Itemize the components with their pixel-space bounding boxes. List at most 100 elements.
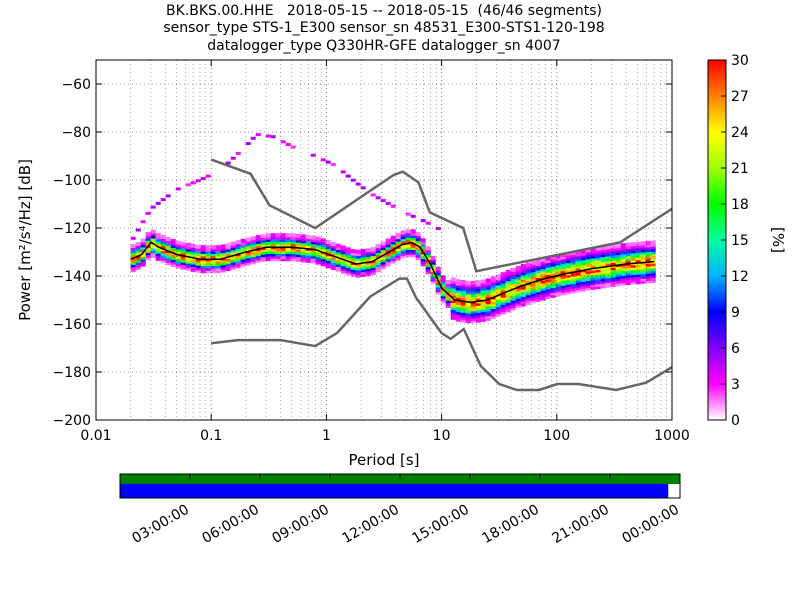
heatmap-cell xyxy=(465,309,471,314)
heatmap-cell xyxy=(540,289,546,294)
heatmap-cell xyxy=(565,266,571,271)
colorbar-tick-label: 24 xyxy=(731,125,749,141)
heatmap-cell xyxy=(450,299,456,303)
heatmap-cell xyxy=(630,266,636,271)
heatmap-cell xyxy=(225,243,231,247)
heatmap-cell xyxy=(475,318,481,323)
heatmap-cell xyxy=(260,233,266,238)
heatmap-cell xyxy=(395,240,401,244)
heatmap-cell xyxy=(445,287,451,292)
heatmap-cell xyxy=(520,276,526,281)
heatmap-cell xyxy=(590,281,596,285)
heatmap-cell xyxy=(595,280,601,285)
heatmap-cell xyxy=(150,244,156,249)
heatmap-cell xyxy=(450,306,456,311)
heatmap-cell xyxy=(545,273,551,278)
heatmap-cell xyxy=(420,247,426,252)
outlier-cell xyxy=(345,174,351,178)
heatmap-cell xyxy=(390,238,396,243)
heatmap-cell xyxy=(575,283,581,288)
heatmap-cell xyxy=(490,276,496,281)
heatmap-cell xyxy=(555,271,561,275)
heatmap-cell xyxy=(195,252,201,256)
heatmap-cell xyxy=(480,289,486,293)
heatmap-cell xyxy=(540,296,546,301)
heatmap-cell xyxy=(585,255,591,260)
heatmap-cell xyxy=(570,277,576,282)
heatmap-cell xyxy=(555,266,561,271)
heatmap-cell xyxy=(250,260,256,265)
heatmap-cell xyxy=(165,261,171,265)
heatmap-cell xyxy=(195,264,201,268)
heatmap-cell xyxy=(540,265,546,270)
y-axis-label: Power [m²/s⁴/Hz] [dB] xyxy=(16,159,34,321)
heatmap-cell xyxy=(335,265,341,270)
heatmap-cell xyxy=(460,313,466,318)
heatmap-cell xyxy=(555,268,561,273)
heatmap-cell xyxy=(635,265,641,270)
heatmap-cell xyxy=(605,269,611,274)
heatmap-cell xyxy=(460,294,466,299)
heatmap-cell xyxy=(275,254,281,259)
heatmap-cell xyxy=(535,266,541,271)
heatmap-cell xyxy=(380,243,386,248)
heatmap-cell xyxy=(310,245,316,249)
heatmap-cell xyxy=(550,272,556,277)
heatmap-cell xyxy=(445,304,451,308)
heatmap-cell xyxy=(455,312,461,317)
heatmap-cell xyxy=(460,311,466,316)
heatmap-cell xyxy=(140,262,146,267)
heatmap-cell xyxy=(330,244,336,249)
heatmap-cell xyxy=(155,235,161,240)
heatmap-cell xyxy=(270,250,276,254)
heatmap-cell xyxy=(505,274,511,279)
heatmap-cell xyxy=(225,262,231,267)
heatmap-cell xyxy=(605,276,611,281)
heatmap-cell xyxy=(515,266,521,270)
heatmap-cell xyxy=(185,242,191,247)
heatmap-cell xyxy=(625,252,631,257)
heatmap-cell xyxy=(320,252,326,257)
heatmap-cell xyxy=(240,260,246,265)
heatmap-cell xyxy=(585,262,591,267)
heatmap-cell xyxy=(600,272,606,277)
heatmap-cell xyxy=(315,239,321,243)
heatmap-cell xyxy=(170,255,176,260)
heatmap-cell xyxy=(455,293,461,298)
heatmap-cell xyxy=(425,255,431,260)
heatmap-cell xyxy=(600,274,606,279)
y-tick-label: −120 xyxy=(53,221,91,237)
heatmap-cell xyxy=(530,299,536,304)
heatmap-cell xyxy=(465,312,471,316)
heatmap-cell xyxy=(625,242,631,247)
heatmap-cell xyxy=(575,288,581,293)
heatmap-cell xyxy=(425,267,431,272)
heatmap-cell xyxy=(140,248,146,253)
heatmap-cell xyxy=(325,249,331,254)
heatmap-cell xyxy=(520,273,526,278)
heatmap-cell xyxy=(485,312,491,317)
heatmap-cell xyxy=(630,254,636,259)
heatmap-cell xyxy=(495,303,501,307)
heatmap-cell xyxy=(420,243,426,248)
heatmap-cell xyxy=(365,248,371,253)
heatmap-cell xyxy=(485,290,491,295)
heatmap-cell xyxy=(285,242,291,247)
heatmap-cell xyxy=(560,289,566,293)
heatmap-cell xyxy=(475,292,481,297)
heatmap-cell xyxy=(460,306,466,311)
heatmap-cell xyxy=(150,246,156,251)
heatmap-cell xyxy=(600,253,606,258)
heatmap-cell xyxy=(540,291,546,296)
heatmap-cell xyxy=(610,249,616,254)
heatmap-cell xyxy=(605,247,611,252)
heatmap-cell xyxy=(465,288,471,292)
heatmap-cell xyxy=(405,246,411,250)
heatmap-cell xyxy=(290,254,296,259)
heatmap-cell xyxy=(240,255,246,260)
heatmap-cell xyxy=(575,257,581,262)
heatmap-cell xyxy=(250,245,256,250)
heatmap-cell xyxy=(145,241,151,246)
heatmap-cell xyxy=(140,255,146,260)
